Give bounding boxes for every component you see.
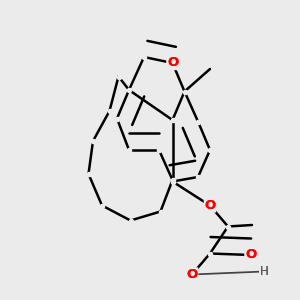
Text: O: O <box>245 248 256 262</box>
Text: H: H <box>260 265 268 278</box>
Text: O: O <box>186 268 198 281</box>
Text: O: O <box>186 268 198 281</box>
Text: H: H <box>260 265 268 278</box>
Text: O: O <box>167 56 178 70</box>
Text: O: O <box>204 199 216 212</box>
Text: O: O <box>167 56 178 70</box>
Text: O: O <box>204 199 216 212</box>
Text: O: O <box>245 248 256 262</box>
